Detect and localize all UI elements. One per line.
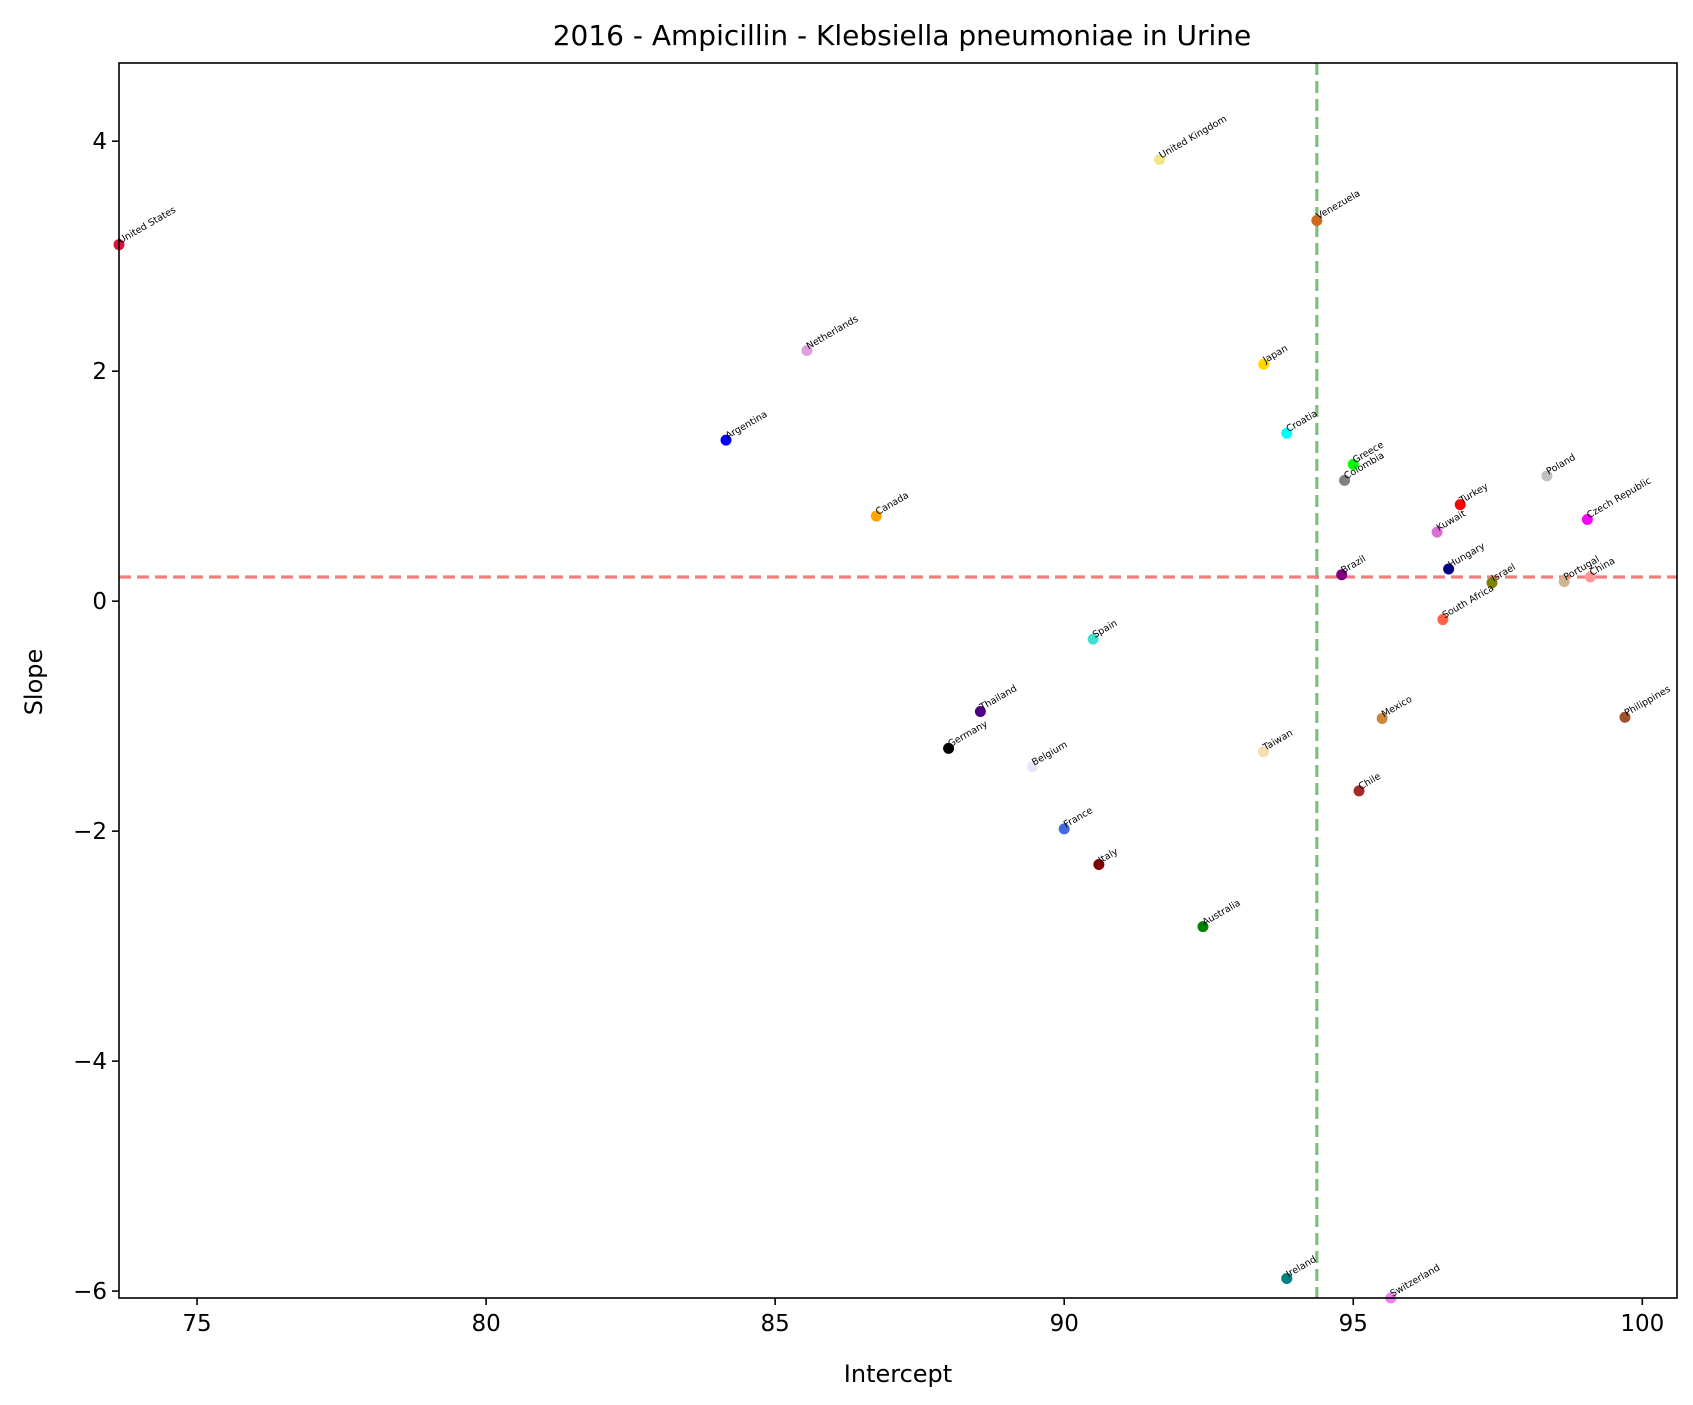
- scatter-point: [1619, 711, 1631, 723]
- scatter-point: [1258, 746, 1270, 758]
- point-label: Poland: [1545, 452, 1578, 477]
- point-label: France: [1062, 805, 1095, 830]
- scatter-point: [1454, 499, 1466, 511]
- scatter-point: [1087, 633, 1099, 645]
- scatter-point: [1281, 1272, 1293, 1284]
- point-label: United Kingdom: [1157, 114, 1229, 162]
- x-tick-label: 95: [1339, 1311, 1368, 1337]
- y-axis: −6 −4 −2 0 2 4: [73, 129, 119, 1305]
- point-label: Hungary: [1446, 541, 1487, 571]
- y-tick-label: −4: [73, 1049, 107, 1075]
- scatter-point: [1558, 576, 1570, 588]
- point-label: Mexico: [1380, 694, 1414, 720]
- point-label: Germany: [946, 718, 990, 750]
- scatter-point: [801, 344, 813, 356]
- x-tick-label: 75: [182, 1311, 211, 1337]
- point-label: Taiwan: [1261, 728, 1295, 754]
- point-label: Croatia: [1285, 408, 1320, 435]
- point-label: Thailand: [977, 683, 1019, 713]
- scatter-point: [1339, 474, 1351, 486]
- x-tick-label: 80: [471, 1311, 500, 1337]
- scatter-point: [1431, 526, 1443, 538]
- plot-area: United States United Kingdom Venezuela Neth…: [113, 63, 1677, 1304]
- point-label: Israel: [1490, 562, 1518, 585]
- scatter-point: [1581, 514, 1593, 526]
- x-axis-label: Intercept: [844, 1360, 952, 1388]
- point-label: Venezuela: [1315, 188, 1363, 222]
- scatter-point: [1154, 154, 1166, 166]
- scatter-point: [1058, 823, 1070, 835]
- x-axis: 75 80 85 90 95 100: [182, 1298, 1664, 1337]
- plot-frame: [118, 62, 1678, 1299]
- point-label: Brazil: [1339, 554, 1367, 577]
- scatter-point: [974, 706, 986, 718]
- point-label: Switzerland: [1389, 1262, 1442, 1299]
- y-axis-label: Slope: [20, 649, 48, 716]
- y-tick-label: 0: [92, 589, 107, 615]
- scatter-point: [1281, 427, 1293, 439]
- y-tick-label: 4: [92, 129, 107, 155]
- scatter-point: [1584, 571, 1596, 583]
- point-label: Canada: [874, 490, 911, 518]
- point-label: Ireland: [1285, 1254, 1319, 1280]
- point-label: Chile: [1357, 771, 1383, 792]
- scatter-point: [1541, 470, 1553, 482]
- x-tick-label: 90: [1050, 1311, 1079, 1337]
- y-tick-label: 2: [92, 359, 107, 385]
- scatter-point: [1093, 858, 1105, 870]
- point-label: Belgium: [1030, 739, 1069, 768]
- point-label: Kuwait: [1435, 508, 1468, 534]
- x-tick-label: 85: [761, 1311, 790, 1337]
- scatter-point: [1258, 358, 1270, 370]
- scatter-point: [1437, 614, 1449, 626]
- scatter-point: [1026, 761, 1038, 773]
- point-label: Turkey: [1457, 481, 1490, 507]
- point-label: South Africa: [1441, 583, 1496, 621]
- scatter-point: [1311, 215, 1323, 227]
- point-label: Philippines: [1623, 684, 1673, 719]
- scatter-point: [1353, 785, 1365, 797]
- x-tick-label: 100: [1620, 1311, 1664, 1337]
- point-label: United States: [117, 205, 178, 247]
- point-label: Spain: [1091, 618, 1119, 641]
- point-label: Japan: [1261, 343, 1290, 366]
- scatter-point: [720, 434, 732, 446]
- scatter-point: [1486, 577, 1498, 589]
- scatter-point: [1376, 712, 1388, 724]
- y-tick-label: −2: [73, 819, 107, 845]
- scatter-point: [1336, 569, 1348, 581]
- chart-title: 2016 - Ampicillin - Klebsiella pneumonia…: [553, 19, 1252, 52]
- scatter-point: [870, 510, 882, 522]
- point-label: Argentina: [724, 409, 770, 442]
- scatter-point: [943, 742, 955, 754]
- scatter-point: [1347, 458, 1359, 470]
- point-label: Czech Republic: [1585, 475, 1653, 521]
- y-tick-label: −6: [73, 1279, 107, 1305]
- point-label: Italy: [1097, 846, 1121, 866]
- point-label: Netherlands: [805, 314, 861, 353]
- scatter-point: [1197, 921, 1209, 933]
- scatter-point: [1443, 563, 1455, 575]
- point-label: Australia: [1201, 898, 1243, 929]
